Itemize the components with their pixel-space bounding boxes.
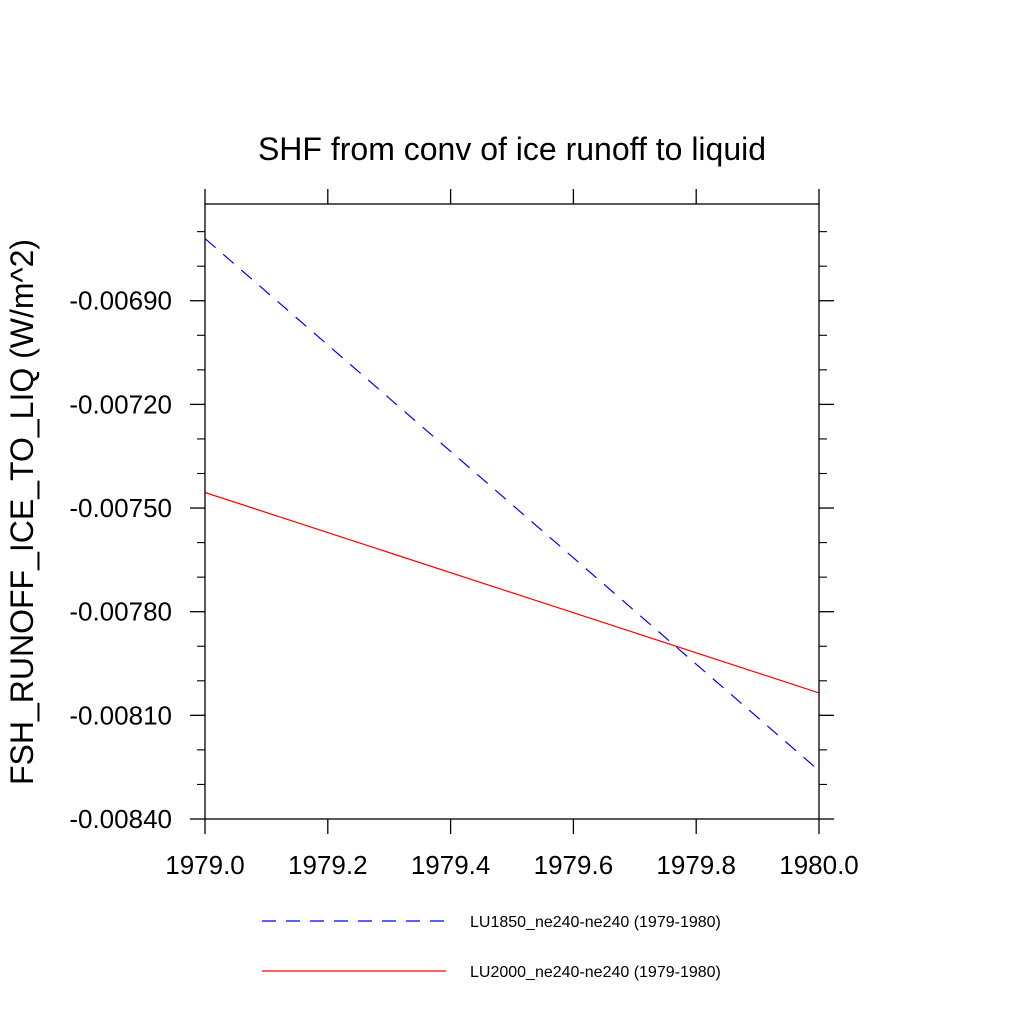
- y-tick-label: -0.00840: [69, 804, 172, 834]
- series-line: [204, 491, 820, 694]
- axis-ticks: 1979.0 1979.2 1979.4 1979.6 1979.8 1980.0 -0.0…: [69, 189, 859, 880]
- x-tick-label: 1979.4: [411, 850, 491, 880]
- chart-title: SHF from conv of ice runoff to liquid: [258, 131, 766, 167]
- x-tick-label: 1980.0: [779, 850, 859, 880]
- x-tick-label: 1979.8: [656, 850, 736, 880]
- y-tick-label: -0.00810: [69, 700, 172, 730]
- y-tick-label: -0.00780: [69, 597, 172, 627]
- x-tick-label: 1979.2: [288, 850, 368, 880]
- y-tick-label: -0.00720: [69, 389, 172, 419]
- legend-label: LU2000_ne240-ne240 (1979-1980): [470, 964, 721, 981]
- legend: LU1850_ne240-ne240 (1979-1980) LU2000_ne2…: [262, 914, 721, 981]
- legend-label: LU1850_ne240-ne240 (1979-1980): [470, 914, 721, 931]
- x-tick-label: 1979.0: [165, 850, 245, 880]
- y-tick-label: -0.00750: [69, 493, 172, 523]
- x-tick-label: 1979.6: [534, 850, 614, 880]
- series-line: [204, 238, 820, 772]
- plot-frame: [204, 203, 820, 820]
- series-lines: [204, 238, 820, 772]
- y-axis-label: FSH_RUNOFF_ICE_TO_LIQ (W/m^2): [4, 239, 40, 785]
- y-tick-label: -0.00690: [69, 286, 172, 316]
